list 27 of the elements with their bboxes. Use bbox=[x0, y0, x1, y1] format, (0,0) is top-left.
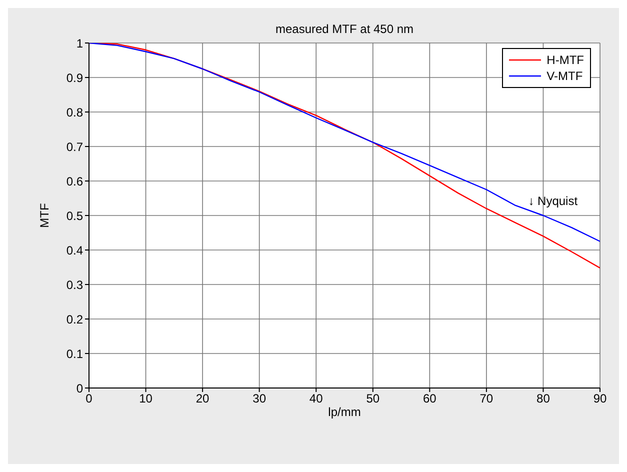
y-tick-label: 1 bbox=[76, 36, 84, 50]
x-tick-label: 90 bbox=[593, 392, 607, 406]
y-tick-label: 0.1 bbox=[66, 346, 84, 361]
x-tick-label: 60 bbox=[422, 392, 437, 406]
y-tick-label: 0 bbox=[76, 381, 84, 396]
y-tick-label: 0.5 bbox=[66, 208, 84, 223]
x-tick-label: 50 bbox=[366, 392, 380, 406]
x-tick-label: 30 bbox=[252, 392, 266, 406]
annotation: ↓ Nyquist bbox=[528, 194, 578, 208]
x-tick-label: 70 bbox=[480, 392, 494, 406]
y-tick-label: 0.6 bbox=[66, 174, 84, 188]
y-tick-label: 0.2 bbox=[66, 312, 84, 326]
x-tick-label: 80 bbox=[536, 392, 550, 406]
y-tick-label: 0.7 bbox=[66, 140, 84, 154]
y-tick-label: 0.4 bbox=[66, 243, 84, 258]
x-tick-label: 10 bbox=[139, 392, 153, 406]
legend-label: V-MTF bbox=[546, 68, 583, 84]
x-axis-title: lp/mm bbox=[328, 405, 361, 419]
y-tick-label: 0.3 bbox=[66, 278, 84, 292]
y-tick-label: 0.9 bbox=[66, 70, 84, 85]
legend-label: H-MTF bbox=[546, 52, 584, 68]
y-tick-label: 0.8 bbox=[66, 105, 84, 120]
y-axis-title: MTF bbox=[37, 203, 52, 228]
chart-title: measured MTF at 450 nm bbox=[274, 22, 415, 36]
x-tick-label: 20 bbox=[196, 392, 210, 406]
x-tick-label: 0 bbox=[86, 392, 93, 406]
x-tick-label: 40 bbox=[309, 392, 324, 406]
